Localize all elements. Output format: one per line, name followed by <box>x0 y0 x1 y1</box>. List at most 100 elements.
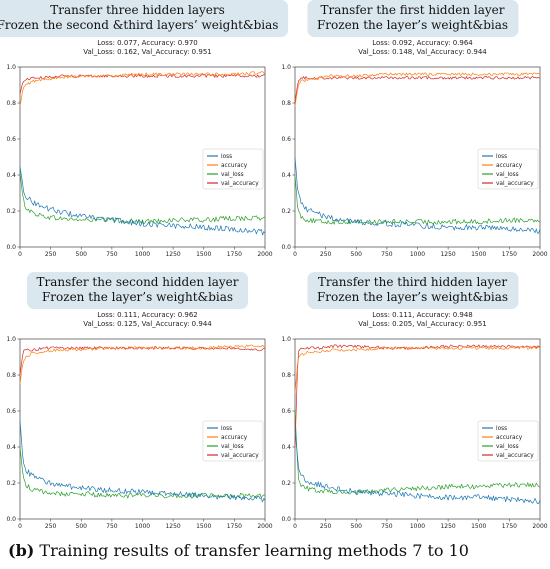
y-tick-label: 0.2 <box>6 208 16 215</box>
x-tick-label: 250 <box>45 523 57 530</box>
y-tick-label: 1.0 <box>281 336 291 343</box>
x-tick-label: 750 <box>381 251 393 258</box>
y-tick-label: 0.0 <box>6 516 16 523</box>
panel-title-line-2: Frozen the layer’s weight&bias <box>316 290 509 304</box>
y-tick-label: 0.4 <box>281 444 291 451</box>
x-tick-label: 1000 <box>135 523 150 530</box>
metrics-train: Loss: 0.111, Accuracy: 0.962 <box>97 311 198 319</box>
x-tick-label: 500 <box>351 523 363 530</box>
x-tick-label: 750 <box>106 251 118 258</box>
metrics-train: Loss: 0.111, Accuracy: 0.948 <box>372 311 473 319</box>
x-tick-label: 500 <box>76 523 88 530</box>
panel-title-line-2: Frozen the layer’s weight&bias <box>316 18 509 32</box>
panel-title-banner: Transfer the third hidden layer Frozen t… <box>306 272 519 309</box>
figure-caption: (b) Training results of transfer learnin… <box>8 541 469 560</box>
legend-box <box>477 148 539 190</box>
y-tick-label: 0.8 <box>6 100 16 107</box>
x-tick-label: 1500 <box>196 523 211 530</box>
legend: loss accuracy val_loss val_accuracy <box>477 148 539 190</box>
x-tick-label: 750 <box>106 523 118 530</box>
series-line-val-accuracy <box>294 76 541 104</box>
legend: loss accuracy val_loss val_accuracy <box>202 148 264 190</box>
series-line-val-accuracy <box>294 344 541 448</box>
legend-label: accuracy <box>496 435 523 441</box>
x-tick-label: 1250 <box>165 251 180 258</box>
x-tick-label: 1250 <box>440 251 455 258</box>
legend-label: loss <box>221 426 232 432</box>
legend: loss accuracy val_loss val_accuracy <box>477 420 539 462</box>
metrics-summary: Loss: 0.111, Accuracy: 0.948 Val_Loss: 0… <box>295 311 550 329</box>
x-tick-label: 250 <box>320 251 332 258</box>
series-line-val-loss <box>294 410 541 495</box>
series-line-accuracy <box>294 346 541 394</box>
y-tick-label: 0.0 <box>281 516 291 523</box>
caption-label: (b) <box>8 541 35 560</box>
panel-title-line-1: Transfer three hidden layers <box>50 3 225 17</box>
legend-label: val_accuracy <box>496 453 534 459</box>
training-curve-chart: 0.0 0.2 0.4 0.6 0.8 1.0 0 250 500 750 1000 1250 1500… <box>6 64 272 258</box>
x-tick-label: 1500 <box>471 523 486 530</box>
x-tick-label: 2000 <box>257 523 272 530</box>
legend-box <box>477 420 539 462</box>
x-tick-label: 1750 <box>227 251 242 258</box>
x-tick-label: 0 <box>293 523 297 530</box>
panel-title-line-2: Frozen the second &third layers’ weight&… <box>0 18 279 32</box>
x-tick-label: 1250 <box>440 523 455 530</box>
series-line-loss <box>294 156 541 234</box>
training-curve-chart: 0.0 0.2 0.4 0.6 0.8 1.0 0 250 500 750 1000 1250 1500… <box>6 336 272 530</box>
chart-panel-1: Transfer three hidden layers Frozen the … <box>0 0 289 275</box>
panel-title-banner: Transfer the second hidden layer Frozen … <box>26 272 249 309</box>
legend-label: val_loss <box>496 172 519 178</box>
x-tick-label: 500 <box>76 251 88 258</box>
x-tick-label: 1750 <box>502 251 517 258</box>
series-line-val-accuracy <box>19 346 266 376</box>
y-tick-label: 0.8 <box>281 372 291 379</box>
legend: loss accuracy val_loss val_accuracy <box>202 420 264 462</box>
x-tick-label: 750 <box>381 523 393 530</box>
x-tick-label: 1250 <box>165 523 180 530</box>
x-tick-label: 2000 <box>532 523 547 530</box>
legend-box <box>202 148 264 190</box>
legend-label: val_accuracy <box>221 181 259 187</box>
legend-label: val_accuracy <box>496 181 534 187</box>
metrics-train: Loss: 0.077, Accuracy: 0.970 <box>97 39 198 47</box>
x-tick-label: 2000 <box>532 251 547 258</box>
series-line-val-loss <box>19 446 266 499</box>
y-tick-label: 0.6 <box>281 136 291 143</box>
panel-title-line-1: Transfer the second hidden layer <box>36 275 239 289</box>
panel-title-line-1: Transfer the third hidden layer <box>317 275 508 289</box>
panel-title-banner: Transfer the first hidden layer Frozen t… <box>306 0 519 37</box>
series-line-val-loss <box>19 171 266 225</box>
chart-panel-2: Transfer the first hidden layer Frozen t… <box>275 0 550 275</box>
x-tick-label: 1750 <box>502 523 517 530</box>
y-tick-label: 0.8 <box>6 372 16 379</box>
legend-label: loss <box>496 154 507 160</box>
series-line-accuracy <box>19 344 266 385</box>
series-line-loss <box>19 419 266 503</box>
x-tick-label: 2000 <box>257 251 272 258</box>
y-tick-label: 0.0 <box>6 244 16 251</box>
x-tick-label: 1000 <box>410 523 425 530</box>
legend-label: loss <box>221 154 232 160</box>
y-tick-label: 0.6 <box>6 136 16 143</box>
x-tick-label: 1500 <box>471 251 486 258</box>
metrics-validation: Val_Loss: 0.148, Val_Accuracy: 0.944 <box>358 48 487 56</box>
legend-label: accuracy <box>496 163 523 169</box>
y-tick-label: 0.2 <box>281 208 291 215</box>
y-tick-label: 1.0 <box>281 64 291 71</box>
x-tick-label: 1750 <box>227 523 242 530</box>
series-line-accuracy <box>294 72 541 107</box>
x-tick-label: 0 <box>293 251 297 258</box>
training-curve-chart: 0.0 0.2 0.4 0.6 0.8 1.0 0 250 500 750 1000 1250 1500… <box>281 336 547 530</box>
legend-box <box>202 420 264 462</box>
training-curve-chart: 0.0 0.2 0.4 0.6 0.8 1.0 0 250 500 750 1000 1250 1500… <box>281 64 547 258</box>
x-tick-label: 1000 <box>410 251 425 258</box>
legend-label: val_loss <box>221 172 244 178</box>
metrics-summary: Loss: 0.111, Accuracy: 0.962 Val_Loss: 0… <box>20 311 275 329</box>
y-tick-label: 1.0 <box>6 336 16 343</box>
metrics-train: Loss: 0.092, Accuracy: 0.964 <box>372 39 473 47</box>
metrics-validation: Val_Loss: 0.205, Val_Accuracy: 0.951 <box>358 320 487 328</box>
caption-text: Training results of transfer learning me… <box>34 541 469 560</box>
metrics-summary: Loss: 0.092, Accuracy: 0.964 Val_Loss: 0… <box>295 39 550 57</box>
y-tick-label: 0.4 <box>6 172 16 179</box>
